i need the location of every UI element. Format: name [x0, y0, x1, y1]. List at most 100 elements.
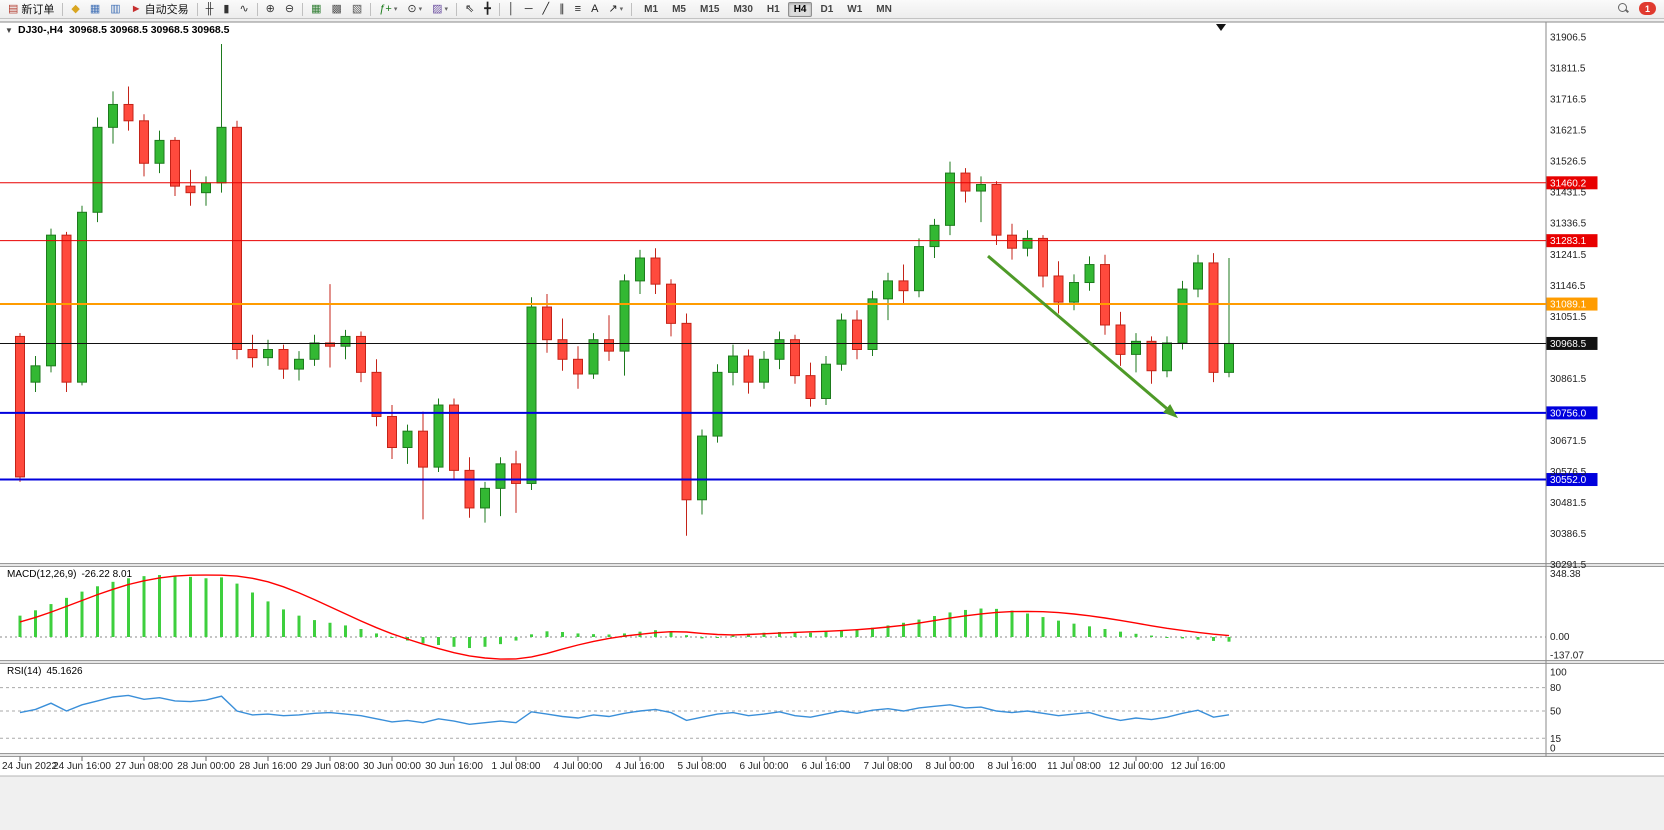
new-order-button[interactable]: ▤ 新订单 [4, 1, 58, 18]
line-chart-button[interactable]: ∿ [235, 1, 252, 18]
candle [1193, 254, 1203, 298]
timeframe-m5-button[interactable]: M5 [672, 3, 686, 15]
toolbar-separator [631, 2, 633, 16]
periods-button[interactable]: ⊙ ▾ [403, 1, 426, 18]
svg-text:28 Jun 16:00: 28 Jun 16:00 [239, 761, 297, 772]
candle [1115, 311, 1126, 366]
candle [867, 290, 878, 357]
text-label-button[interactable]: A [587, 1, 602, 18]
toolbar-right-cluster: 1 [1618, 2, 1656, 15]
svg-text:31716.5: 31716.5 [1550, 95, 1587, 106]
cascade-windows-button[interactable]: ▧ [348, 1, 366, 18]
candle [278, 344, 289, 379]
price-label-badge: 31089.1 [1546, 297, 1598, 311]
trendline-button[interactable]: ╱ [539, 1, 554, 18]
chart-title: DJ30-,H4 30968.5 30968.5 30968.5 30968.5 [18, 24, 230, 36]
metaeditor-icon: ◆ [71, 2, 80, 15]
indicators-button[interactable]: ƒ+ ▾ [375, 1, 401, 18]
tile-windows-button[interactable]: ▩ [328, 1, 346, 18]
market-watch-button[interactable]: ▦ [86, 1, 104, 18]
candle [526, 297, 537, 490]
grid-button[interactable]: ▦ [307, 1, 325, 18]
metaeditor-button[interactable]: ◆ [67, 1, 83, 18]
candle [604, 315, 614, 361]
candle [480, 481, 490, 523]
notification-badge[interactable]: 1 [1639, 2, 1656, 15]
svg-text:7 Jul 08:00: 7 Jul 08:00 [864, 761, 913, 772]
candle [1100, 254, 1110, 335]
candle [123, 86, 134, 131]
candle [232, 120, 242, 360]
price-label-badge: 30756.0 [1546, 406, 1598, 420]
svg-text:4 Jul 16:00: 4 Jul 16:00 [616, 761, 665, 772]
periods-dropdown-icon[interactable]: ▾ [418, 6, 423, 13]
candle [991, 181, 1002, 245]
fibonacci-button[interactable]: ≡ [571, 1, 585, 18]
candle [976, 176, 986, 223]
timeframe-m15-button[interactable]: M15 [699, 3, 720, 15]
candle [619, 274, 630, 376]
macd-name: MACD(12,26,9) [7, 569, 77, 580]
auto-trading-button[interactable]: ► 自动交易 [127, 1, 193, 18]
candle [759, 351, 769, 389]
candle [356, 331, 366, 383]
indicators-dropdown-icon[interactable]: ▾ [393, 6, 398, 13]
svg-text:31051.5: 31051.5 [1550, 312, 1587, 323]
candle [1177, 280, 1188, 350]
candle [495, 457, 506, 517]
svg-text:80: 80 [1550, 683, 1562, 694]
timeframe-d1-button[interactable]: D1 [820, 3, 834, 15]
crosshair-button[interactable]: ╋ [480, 1, 495, 18]
svg-text:1 Jul 08:00: 1 Jul 08:00 [492, 761, 541, 772]
trend-arrow[interactable] [987, 254, 1178, 419]
grid-icon: ▦ [311, 2, 322, 15]
templates-icon: ▨ [432, 2, 443, 15]
toolbar-separator [498, 2, 500, 16]
timeframe-h4-button[interactable]: H4 [787, 1, 813, 17]
svg-text:31906.5: 31906.5 [1550, 33, 1587, 44]
rsi-indicator-label: RSI(14) 45.1626 [7, 666, 83, 677]
templates-button[interactable]: ▨ ▾ [428, 1, 452, 18]
candle [557, 318, 568, 371]
svg-text:31283.1: 31283.1 [1550, 236, 1587, 247]
zoom-out-button[interactable]: ⊖ [281, 1, 298, 18]
svg-text:6 Jul 16:00: 6 Jul 16:00 [802, 761, 851, 772]
arrow-objects-button[interactable]: ↗ ▾ [604, 1, 627, 18]
svg-text:30386.5: 30386.5 [1550, 529, 1587, 540]
cursor-button[interactable]: ⇖ [461, 1, 478, 18]
svg-text:30552.0: 30552.0 [1550, 475, 1587, 486]
auto-trading-label: 自动交易 [144, 4, 189, 16]
annotations-layer [987, 24, 1226, 419]
timeframe-h1-button[interactable]: H1 [766, 3, 780, 15]
arrow-objects-dropdown-icon[interactable]: ▾ [619, 6, 624, 13]
candle [588, 333, 599, 379]
equidistant-channel-button[interactable]: ∥ [555, 1, 569, 18]
svg-text:8 Jul 16:00: 8 Jul 16:00 [988, 761, 1037, 772]
candle [1038, 235, 1048, 288]
toolbar-separator [62, 2, 64, 16]
chart-symbol-period: DJ30-,H4 [18, 24, 63, 36]
timeframe-w1-button[interactable]: W1 [847, 3, 863, 15]
candlestick-chart-button[interactable]: ▮ [219, 1, 233, 18]
chart-dropdown-icon[interactable]: ▼ [5, 26, 13, 35]
timeframe-mn-button[interactable]: MN [876, 3, 892, 15]
navigator-button[interactable]: ▥ [106, 1, 124, 18]
svg-text:6 Jul 00:00: 6 Jul 00:00 [740, 761, 789, 772]
horizontal-line-button[interactable]: ─ [521, 1, 537, 18]
candle [1146, 336, 1157, 384]
timeframe-m1-button[interactable]: M1 [644, 3, 659, 15]
zoom-in-button[interactable]: ⊕ [262, 1, 279, 18]
timeframe-m30-button[interactable]: M30 [733, 3, 753, 15]
candle [77, 205, 87, 386]
vertical-line-button[interactable]: │ [504, 1, 519, 18]
search-icon[interactable] [1618, 3, 1629, 14]
text-label-icon: A [591, 2, 599, 15]
candle [681, 313, 692, 536]
bar-chart-button[interactable]: ╫ [202, 1, 218, 18]
templates-dropdown-icon[interactable]: ▾ [444, 6, 449, 13]
candlestick-chart-icon: ▮ [223, 2, 230, 15]
candle [635, 249, 645, 294]
candle [170, 137, 180, 196]
